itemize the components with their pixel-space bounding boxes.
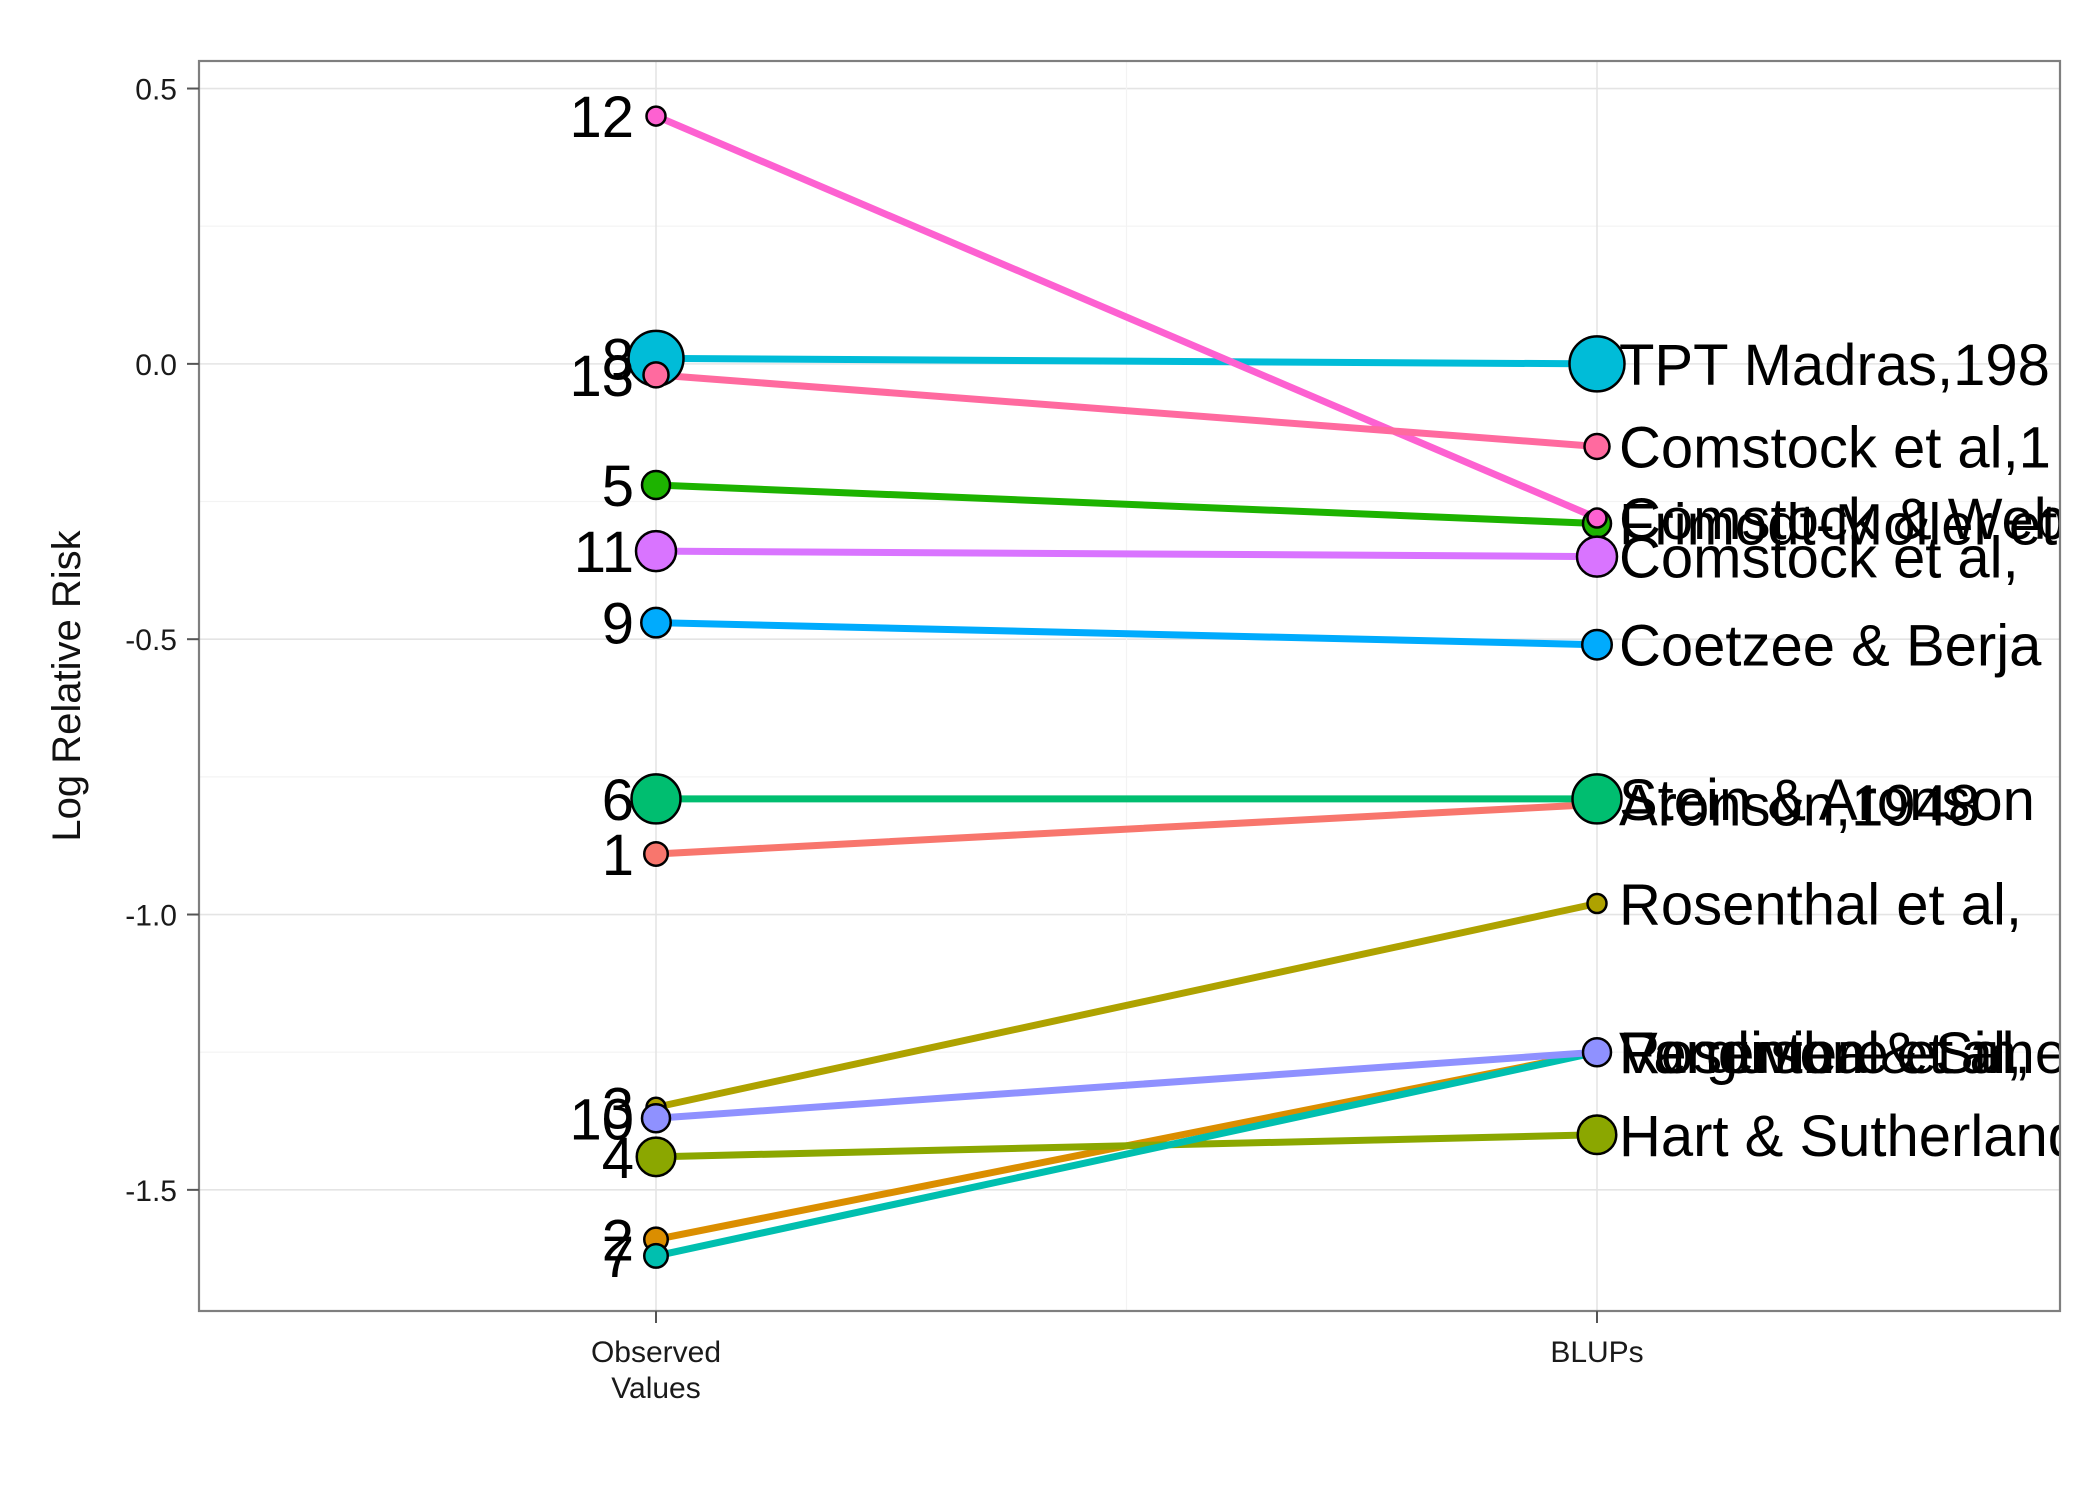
- panel-background: [199, 61, 2060, 1311]
- y-tick-label: -0.5: [125, 624, 177, 657]
- series-line-5: [652, 481, 1601, 528]
- series-line-7: [652, 1048, 1601, 1260]
- observed-label-3: 3: [602, 1076, 634, 1141]
- series-line-11: [652, 547, 1601, 561]
- blup-label-8: TPT Madras,198: [1619, 333, 2050, 398]
- blup-label-4: Hart & Sutherland: [1619, 1104, 2080, 1169]
- observed-label-6: 6: [602, 768, 634, 833]
- blup-point-12: [1586, 507, 1608, 529]
- observed-label-9: 9: [602, 592, 634, 657]
- blup-label-1: Aronson,1948: [1619, 773, 1980, 838]
- observed-point-1: [643, 840, 669, 867]
- observed-label-4: 4: [602, 1126, 634, 1191]
- series-line-9: [652, 619, 1601, 649]
- observed-label-13: 13: [569, 344, 634, 409]
- observed-label-7: 7: [602, 1225, 634, 1290]
- y-axis-title: Log Relative Risk: [45, 529, 89, 841]
- series-line-10: [652, 1048, 1601, 1122]
- blup-label-7: Vandiviere et al,: [1619, 1021, 2031, 1086]
- blup-label-9: Coetzee & Berja: [1619, 614, 2042, 679]
- blup-point-9: [1581, 628, 1613, 661]
- y-tick-label: 0.5: [135, 74, 177, 107]
- observed-point-9: [640, 606, 672, 639]
- blup-point-4: [1576, 1114, 1618, 1156]
- observed-label-1: 1: [602, 823, 634, 888]
- x-tick-label-blups: BLUPs: [1550, 1336, 1643, 1369]
- observed-label-8: 8: [602, 327, 634, 392]
- blup-label-12: Comstock & Webs: [1619, 487, 2095, 552]
- series-line-4: [652, 1131, 1601, 1161]
- series-line-12: [652, 112, 1601, 522]
- observed-label-11: 11: [574, 520, 634, 585]
- observed-point-12: [645, 105, 667, 127]
- blup-label-11: Comstock et al,: [1619, 526, 2019, 591]
- blup-point-6: [1571, 773, 1623, 825]
- blup-point-13: [1583, 432, 1611, 461]
- blup-label-10: Rosenthal et al,: [1619, 1021, 2022, 1086]
- observed-point-5: [640, 469, 672, 501]
- observed-label-10: 10: [569, 1087, 634, 1152]
- y-tick-label: -1.5: [125, 1175, 177, 1208]
- blup-label-2: Ferguson & Simes,: [1619, 1021, 2100, 1086]
- series-line-13: [652, 371, 1601, 450]
- observed-point-11: [634, 529, 678, 573]
- blup-label-6: Stein & Aronson: [1619, 768, 2035, 833]
- blup-point-11: [1575, 535, 1619, 578]
- observed-point-6: [630, 773, 682, 825]
- observed-point-4: [635, 1136, 677, 1178]
- y-tick-label: 0.0: [135, 349, 177, 382]
- blup-label-13: Comstock et al,1: [1619, 415, 2051, 480]
- blup-point-8: [1568, 335, 1626, 393]
- blup-label-5: Frimodt-Moller et: [1619, 493, 2057, 558]
- observed-label-12: 12: [569, 85, 634, 150]
- observed-point-13: [642, 361, 670, 389]
- series-line-3: [652, 900, 1601, 1111]
- observed-point-10: [640, 1103, 672, 1134]
- blup-label-3: Rosenthal et al,: [1619, 873, 2022, 938]
- observed-point-7: [643, 1242, 669, 1269]
- x-tick-label-observed: Observed: [591, 1336, 721, 1369]
- blup-point-3: [1586, 892, 1608, 915]
- y-tick-label: -1.0: [125, 900, 177, 933]
- series-line-8: [652, 354, 1601, 368]
- x-tick-label-observed: Values: [611, 1372, 701, 1405]
- series-line-1: [652, 800, 1601, 858]
- observed-label-5: 5: [602, 454, 634, 519]
- blup-point-10: [1581, 1036, 1613, 1068]
- panel-border: [197, 59, 2062, 1313]
- observed-label-2: 2: [602, 1208, 634, 1273]
